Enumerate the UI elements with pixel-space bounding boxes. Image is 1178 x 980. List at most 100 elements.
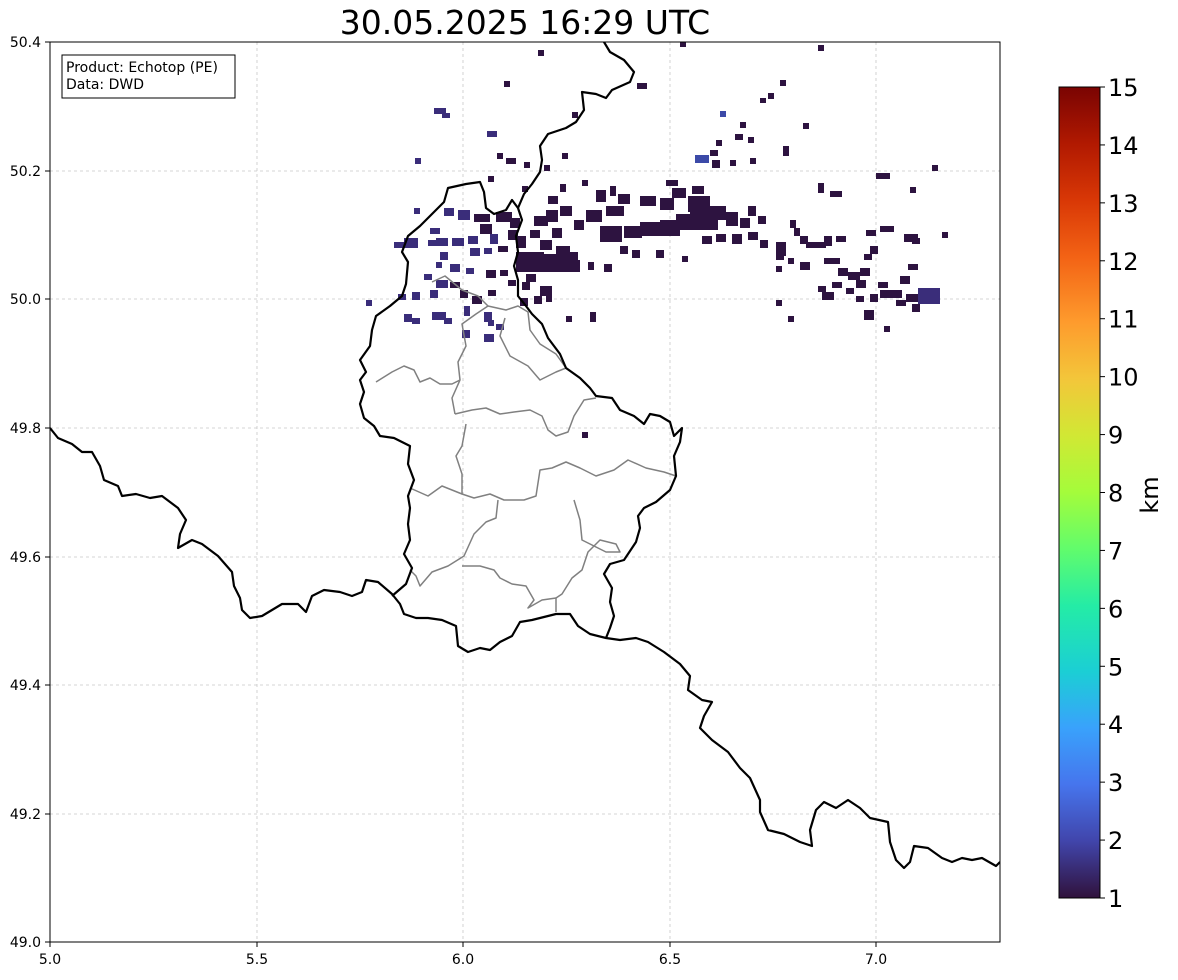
echo-cell [660, 220, 680, 236]
echo-cell [510, 218, 520, 228]
echo-cell [880, 226, 894, 232]
echo-cell [848, 272, 860, 280]
echo-cell [870, 246, 878, 254]
echo-cell [472, 296, 482, 304]
echo-cell [588, 262, 594, 270]
colorbar-gradient [1058, 86, 1101, 899]
echo-cell [846, 288, 854, 294]
echo-cell [776, 266, 782, 272]
echo-cell [876, 173, 890, 179]
echo-cell [748, 206, 756, 216]
x-tick-label: 6.0 [452, 952, 474, 968]
echo-cell [760, 98, 766, 103]
echo-cell [870, 294, 878, 302]
echo-cell [534, 296, 542, 304]
colorbar-tick-label: 9 [1108, 422, 1123, 450]
echo-cell [534, 216, 548, 226]
echo-cell [818, 286, 826, 292]
echo-cell [506, 158, 516, 164]
echo-cell [610, 186, 616, 196]
canton-border-diekirch [455, 423, 677, 501]
echo-cell [716, 140, 722, 146]
echo-cell [794, 228, 800, 236]
echo-cell [680, 42, 686, 47]
canton-border-grevenmacher [555, 499, 621, 612]
echo-cell [570, 260, 580, 272]
info-product-label: Product: Echotop (PE) [66, 60, 218, 76]
echo-cell [606, 206, 624, 216]
y-tick-label: 49.4 [10, 678, 41, 694]
colorbar-tick-label: 13 [1108, 190, 1139, 218]
echo-cell [496, 324, 504, 330]
echo-cell [726, 212, 738, 226]
echo-cell [487, 131, 497, 137]
x-tick-label: 5.0 [39, 952, 61, 968]
echo-cell [430, 290, 438, 298]
echo-cell [637, 83, 647, 89]
echo-cell [586, 210, 602, 222]
echo-cell [516, 236, 526, 248]
echo-cell [544, 165, 550, 171]
y-axis-labels: 49.0 49.2 49.4 49.6 49.8 50.0 50.2 50.4 [10, 35, 41, 951]
echo-cell [640, 222, 662, 236]
echo-cell [508, 280, 516, 286]
x-axis-ticks [49, 942, 877, 947]
echo-cell [806, 242, 826, 248]
echo-cell [912, 304, 920, 312]
echo-cell [424, 274, 432, 280]
echo-cell [500, 270, 508, 276]
x-tick-label: 7.0 [865, 952, 887, 968]
echo-cell [822, 292, 834, 300]
echo-cell [546, 210, 558, 222]
echo-cell [480, 224, 492, 234]
echo-cell [414, 208, 420, 214]
colorbar-tick-label: 15 [1108, 74, 1139, 102]
echo-cell [740, 122, 746, 128]
colorbar-tick-label: 11 [1108, 306, 1139, 334]
echo-cell [484, 248, 492, 254]
echo-cell [880, 290, 902, 298]
canton-border-capellen [409, 499, 499, 587]
echo-cell [860, 268, 870, 276]
echo-cell [498, 246, 508, 252]
echo-cell [488, 320, 494, 326]
echo-cell [404, 314, 412, 322]
info-data-source-label: Data: DWD [66, 77, 144, 93]
colorbar-tick-label: 2 [1108, 827, 1123, 855]
colorbar-tick-label: 8 [1108, 480, 1123, 508]
echo-cell [412, 292, 420, 300]
echo-cell [504, 81, 510, 87]
echo-cell [462, 330, 470, 338]
echo-cell [788, 316, 794, 322]
echo-cell [735, 134, 743, 140]
echotop-layer [366, 42, 948, 438]
echo-cell [526, 274, 536, 282]
echo-cell [466, 268, 474, 274]
echo-cell [596, 190, 606, 202]
echo-cell [560, 206, 572, 216]
map-frame [49, 41, 1001, 943]
echo-cell [800, 262, 810, 270]
echo-cell [720, 111, 726, 117]
y-tick-label: 49.2 [10, 807, 41, 823]
echo-cell [783, 146, 789, 156]
echo-cell [910, 187, 916, 193]
echo-cell [497, 153, 503, 159]
border-belgium-germany [516, 42, 636, 209]
echo-cell [582, 432, 588, 438]
echo-cell [488, 290, 496, 296]
echo-cell [750, 158, 756, 164]
echo-cell [540, 254, 562, 272]
echo-cell [666, 180, 678, 186]
echo-cell [692, 186, 704, 194]
echo-cell [508, 230, 518, 240]
echo-cell [452, 238, 464, 246]
echo-cell [620, 246, 628, 254]
colorbar-tick-label: 14 [1108, 132, 1139, 160]
echo-cell [740, 218, 750, 228]
echo-cell [428, 240, 446, 246]
echo-cell [776, 242, 786, 256]
